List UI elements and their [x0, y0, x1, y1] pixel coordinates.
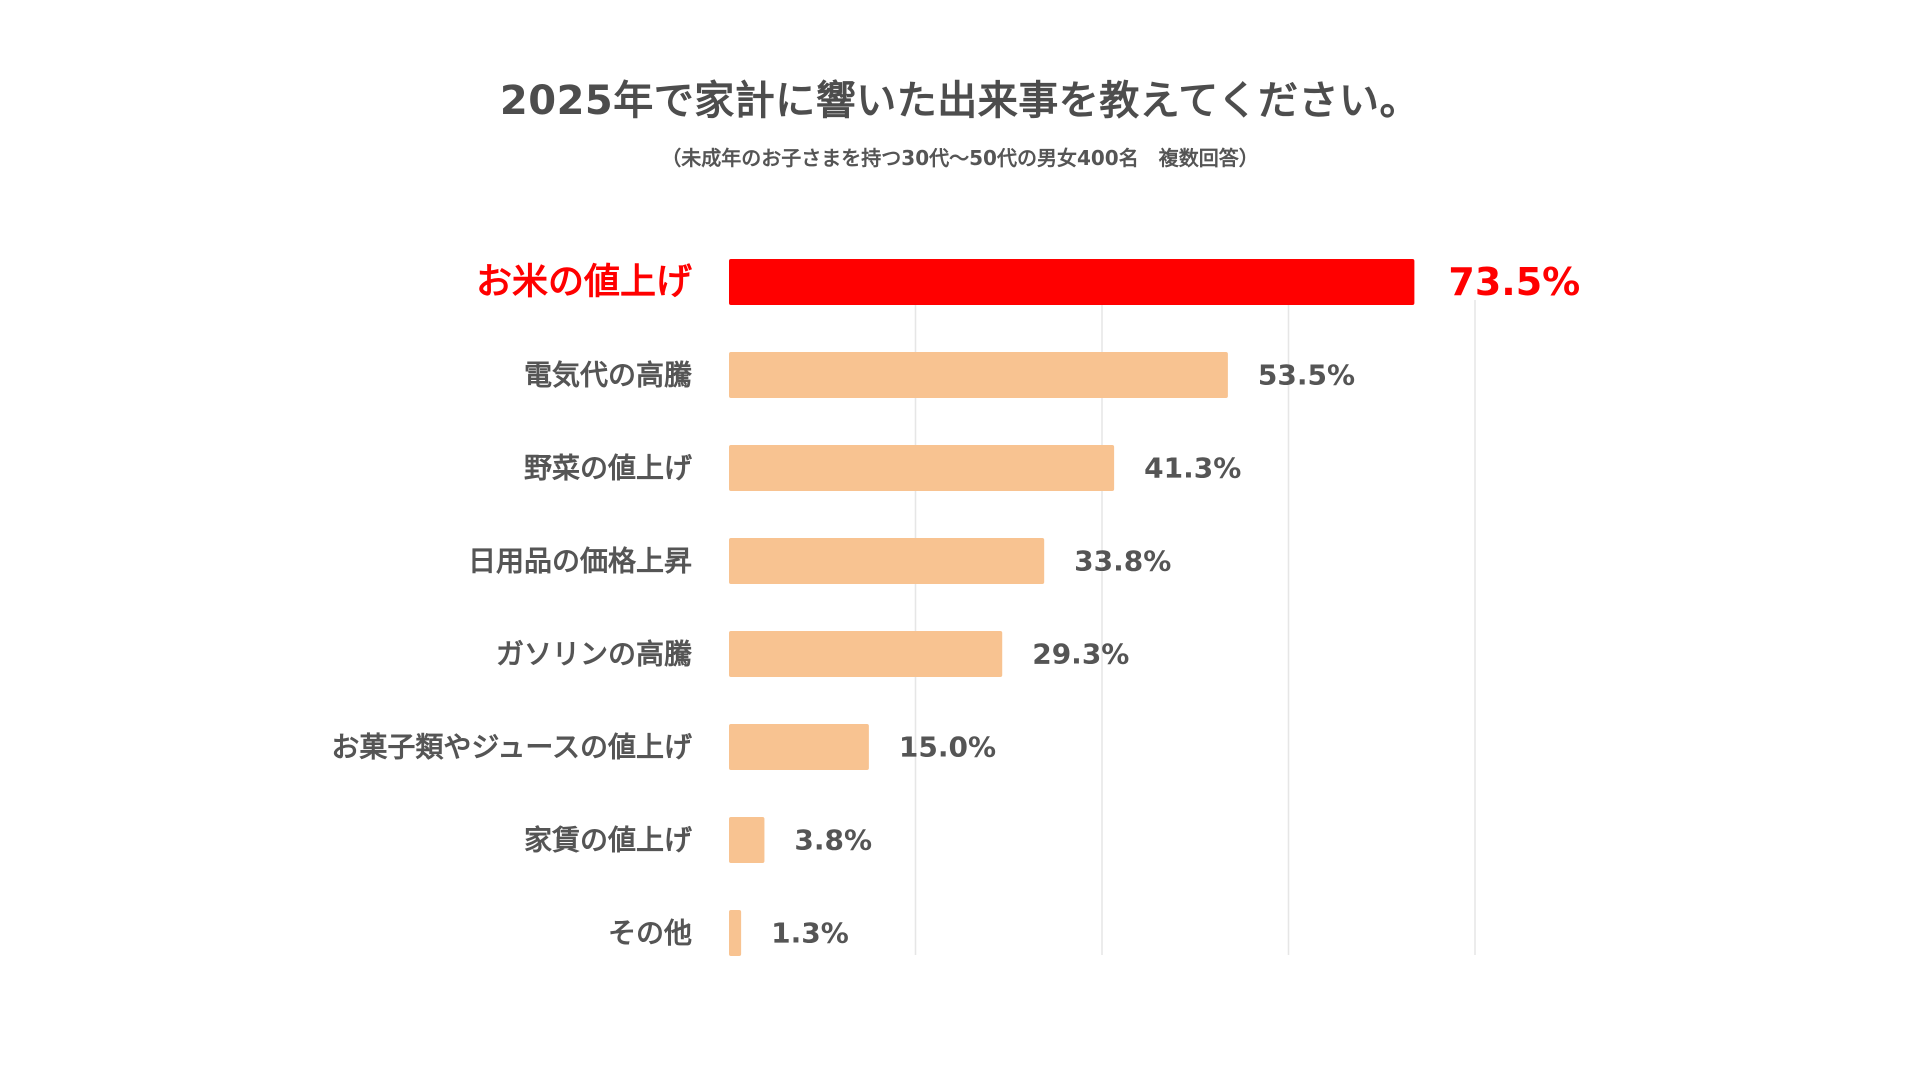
category-label-1: お米の値上げ: [476, 262, 692, 303]
value-label-5: 29.3%: [1032, 638, 1129, 671]
value-label-1: 73.5%: [1448, 260, 1580, 304]
value-label-4: 33.8%: [1074, 545, 1171, 578]
bar-6: [729, 724, 869, 770]
category-label-4: 日用品の価格上昇: [468, 545, 692, 578]
value-label-3: 41.3%: [1144, 452, 1241, 485]
value-label-2: 53.5%: [1258, 359, 1355, 392]
value-label-7: 3.8%: [794, 824, 872, 857]
bar-2: [729, 352, 1228, 398]
category-label-5: ガソリンの高騰: [496, 638, 693, 671]
label-layer: お米の値上げ 73.5% 電気代の高騰 53.5% 野菜の値上げ 41.3% 日用品の価格上…: [331, 260, 1580, 950]
category-label-8: その他: [608, 917, 692, 950]
category-label-6: お菓子類やジュースの値上げ: [331, 731, 693, 764]
value-label-8: 1.3%: [771, 917, 849, 950]
bar-layer: [729, 259, 1415, 956]
bar-7: [729, 817, 765, 863]
bar-8: [729, 910, 742, 956]
chart-subtitle: （未成年のお子さまを持つ30代〜50代の男女400名 複数回答）: [661, 146, 1259, 170]
bar-1: [729, 259, 1415, 305]
bar-4: [729, 538, 1045, 584]
category-label-2: 電気代の高騰: [524, 359, 693, 392]
bar-3: [729, 445, 1115, 491]
category-label-7: 家賃の値上げ: [524, 824, 693, 857]
bar-5: [729, 631, 1003, 677]
grid-layer: [914, 300, 1476, 955]
value-label-6: 15.0%: [899, 731, 996, 764]
chart-title: 2025年で家計に響いた出来事を教えてください。: [499, 78, 1421, 124]
category-label-3: 野菜の値上げ: [524, 452, 693, 485]
